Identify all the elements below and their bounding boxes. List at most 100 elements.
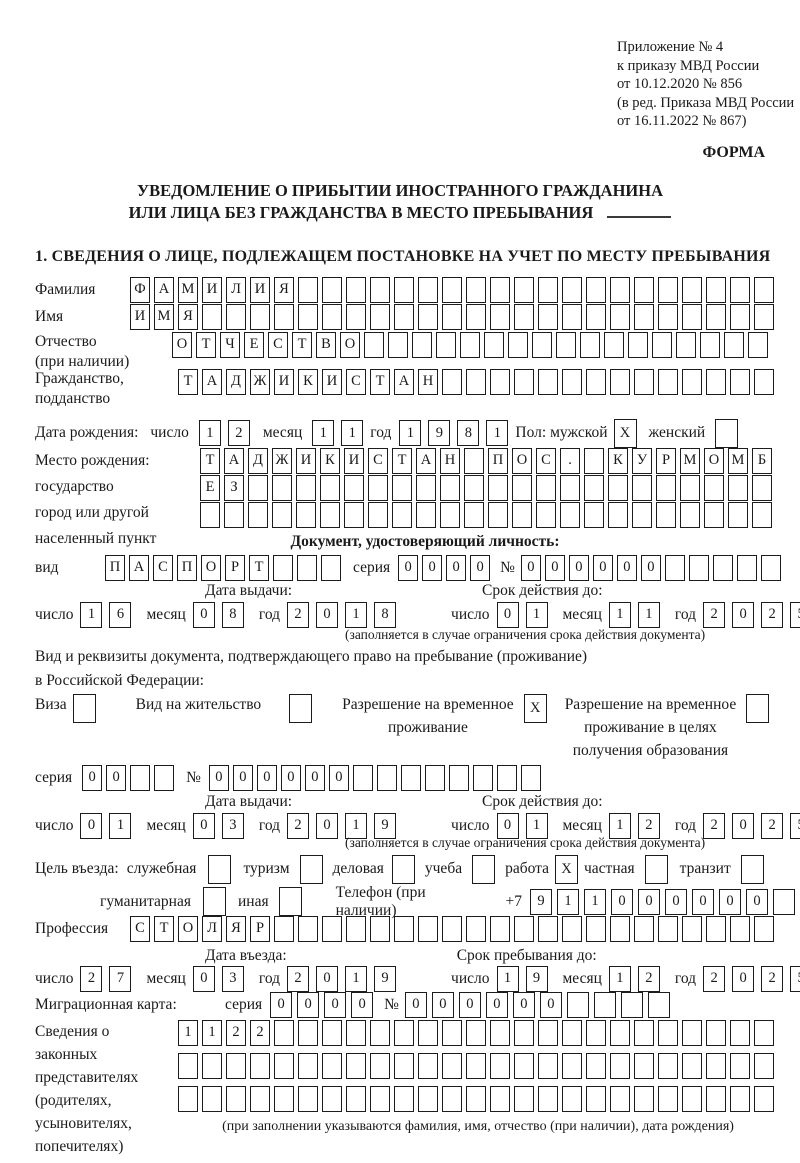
guardians-row2-boxes-cell[interactable] <box>658 1052 678 1079</box>
citizenship-boxes-cell[interactable] <box>466 368 486 395</box>
mig-number-boxes-cell[interactable]: 0 <box>431 991 454 1018</box>
guardians-row2-boxes-cell[interactable] <box>178 1052 198 1079</box>
doc-number-boxes-cell[interactable]: 0 <box>616 554 637 581</box>
name-boxes-cell[interactable] <box>370 303 390 330</box>
permit-number-boxes-cell[interactable]: 0 <box>304 764 325 791</box>
permit-number-boxes-cell[interactable] <box>520 764 541 791</box>
birth-place-row1-boxes-cell[interactable]: Н <box>440 447 460 474</box>
birth-place-row3-boxes-cell[interactable] <box>344 501 364 528</box>
guardians-row1-boxes-cell[interactable] <box>610 1019 630 1046</box>
temp-residence-edu-checkbox[interactable] <box>746 693 770 723</box>
guardians-row3-boxes-cell[interactable] <box>418 1085 438 1112</box>
patronymic-boxes-cell[interactable] <box>532 331 552 358</box>
permit-issue-day-boxes-cell[interactable]: 1 <box>109 812 132 839</box>
purpose-humanitarian-checkbox-cell[interactable] <box>202 887 226 917</box>
surname-boxes-cell[interactable] <box>442 276 462 303</box>
doc-number-boxes-cell[interactable]: 0 <box>544 554 565 581</box>
guardians-row2-boxes-cell[interactable] <box>466 1052 486 1079</box>
permit-number-boxes-cell[interactable]: 0 <box>280 764 301 791</box>
surname-boxes-cell[interactable] <box>682 276 702 303</box>
name-boxes-cell[interactable] <box>226 303 246 330</box>
profession-boxes-cell[interactable] <box>706 915 726 942</box>
profession-boxes-cell[interactable] <box>658 915 678 942</box>
permit-number-boxes-cell[interactable] <box>376 764 397 791</box>
guardians-row3-boxes-cell[interactable] <box>226 1085 246 1112</box>
name-boxes-cell[interactable] <box>562 303 582 330</box>
temp-residence-edu-checkbox-cell[interactable] <box>746 693 770 723</box>
guardians-row3-boxes-cell[interactable] <box>562 1085 582 1112</box>
patronymic-boxes-cell[interactable] <box>556 331 576 358</box>
citizenship-boxes-cell[interactable]: И <box>274 368 294 395</box>
surname-boxes-cell[interactable] <box>346 276 366 303</box>
guardians-row2-boxes-cell[interactable] <box>298 1052 318 1079</box>
doc-kind-boxes-cell[interactable]: Р <box>225 554 245 581</box>
sex-female-checkbox[interactable] <box>715 418 739 448</box>
doc-kind-boxes-cell[interactable]: Т <box>249 554 269 581</box>
temp-residence-checkbox[interactable]: X <box>523 693 547 723</box>
profession-boxes-cell[interactable]: Л <box>202 915 222 942</box>
guardians-row2-boxes-cell[interactable] <box>202 1052 222 1079</box>
surname-boxes-cell[interactable] <box>322 276 342 303</box>
patronymic-boxes-cell[interactable] <box>724 331 744 358</box>
doc-issue-year-boxes-cell[interactable]: 1 <box>345 601 368 628</box>
surname-boxes-cell[interactable] <box>610 276 630 303</box>
guardians-row3-boxes-cell[interactable] <box>442 1085 462 1112</box>
citizenship-boxes-cell[interactable] <box>538 368 558 395</box>
patronymic-boxes-cell[interactable] <box>388 331 408 358</box>
birth-place-row2-boxes-cell[interactable] <box>464 474 484 501</box>
doc-series-boxes-cell[interactable]: 0 <box>470 554 491 581</box>
permit-number-boxes-cell[interactable] <box>352 764 373 791</box>
birth-place-row2-boxes-cell[interactable] <box>608 474 628 501</box>
surname-boxes-cell[interactable] <box>490 276 510 303</box>
surname-boxes-cell[interactable]: И <box>250 276 270 303</box>
birth-place-row1-boxes-cell[interactable]: М <box>680 447 700 474</box>
name-boxes-cell[interactable] <box>634 303 654 330</box>
profession-boxes-cell[interactable] <box>514 915 534 942</box>
permit-valid-month-boxes-cell[interactable]: 1 <box>608 812 631 839</box>
phone-boxes-cell[interactable]: 0 <box>692 888 714 915</box>
guardians-row1-boxes-cell[interactable] <box>346 1019 366 1046</box>
phone-boxes-cell[interactable] <box>773 888 795 915</box>
patronymic-boxes-cell[interactable]: О <box>172 331 192 358</box>
permit-issue-month-boxes-cell[interactable]: 0 <box>192 812 215 839</box>
birth-place-row1-boxes-cell[interactable]: Ж <box>272 447 292 474</box>
profession-boxes-cell[interactable]: Р <box>250 915 270 942</box>
stay-year-boxes-cell[interactable]: 2 <box>761 965 784 992</box>
guardians-row1-boxes-cell[interactable]: 2 <box>250 1019 270 1046</box>
birth-place-row3-boxes-cell[interactable] <box>416 501 436 528</box>
patronymic-boxes-cell[interactable] <box>364 331 384 358</box>
birth-place-row3-boxes-cell[interactable] <box>368 501 388 528</box>
guardians-row3-boxes-cell[interactable] <box>682 1085 702 1112</box>
phone-boxes-cell[interactable]: 1 <box>557 888 579 915</box>
guardians-row3-boxes-cell[interactable] <box>178 1085 198 1112</box>
citizenship-boxes-cell[interactable]: Д <box>226 368 246 395</box>
name-boxes-cell[interactable] <box>466 303 486 330</box>
guardians-row2-boxes-cell[interactable] <box>562 1052 582 1079</box>
surname-boxes-cell[interactable] <box>658 276 678 303</box>
stay-month-boxes-cell[interactable]: 2 <box>637 965 660 992</box>
permit-number-boxes-cell[interactable] <box>496 764 517 791</box>
doc-issue-year-boxes-cell[interactable]: 2 <box>287 601 310 628</box>
birth-year-boxes-cell[interactable]: 1 <box>399 420 422 447</box>
birth-place-row2-boxes-cell[interactable] <box>392 474 412 501</box>
surname-boxes-cell[interactable]: М <box>178 276 198 303</box>
guardians-row1-boxes-cell[interactable] <box>706 1019 726 1046</box>
birth-place-row3-boxes-cell[interactable] <box>200 501 220 528</box>
doc-valid-year-boxes-cell[interactable]: 2 <box>761 601 784 628</box>
profession-boxes-cell[interactable] <box>418 915 438 942</box>
visa-checkbox[interactable] <box>72 693 96 723</box>
birth-place-row2-boxes-cell[interactable] <box>752 474 772 501</box>
profession-boxes-cell[interactable] <box>298 915 318 942</box>
patronymic-boxes-cell[interactable]: Т <box>196 331 216 358</box>
birth-place-row1-boxes-cell[interactable]: С <box>368 447 388 474</box>
citizenship-boxes-cell[interactable] <box>634 368 654 395</box>
birth-place-row1-boxes-cell[interactable]: А <box>224 447 244 474</box>
